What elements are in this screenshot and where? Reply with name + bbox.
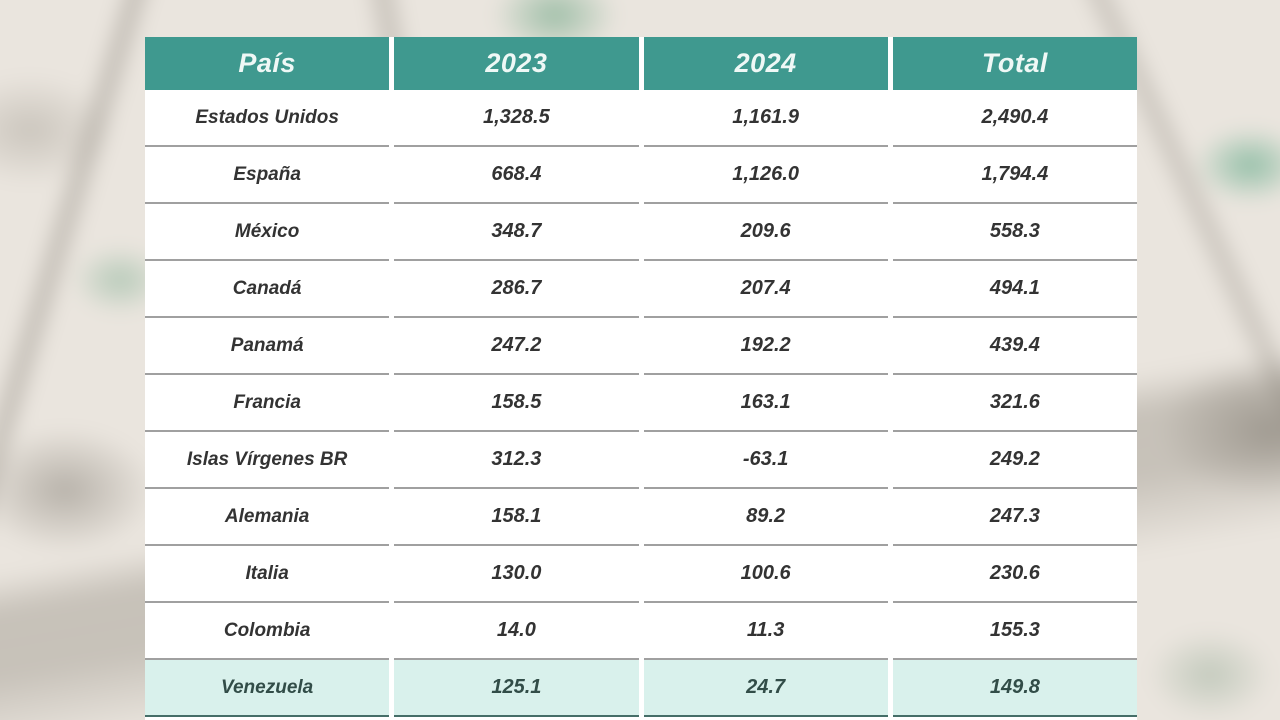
table-row: Italia 130.0 100.6 230.6 bbox=[145, 546, 1137, 603]
table-row: México 348.7 209.6 558.3 bbox=[145, 204, 1137, 261]
table-body: Estados Unidos 1,328.5 1,161.9 2,490.4 E… bbox=[145, 90, 1137, 717]
value-2024-cell: 192.2 bbox=[643, 318, 888, 375]
value-2024-cell: 100.6 bbox=[643, 546, 888, 603]
country-cell: Alemania bbox=[145, 489, 390, 546]
country-cell: Islas Vírgenes BR bbox=[145, 432, 390, 489]
header-2023: 2023 bbox=[394, 37, 639, 90]
country-cell: Canadá bbox=[145, 261, 390, 318]
country-cell: Venezuela bbox=[145, 660, 390, 717]
country-cell: México bbox=[145, 204, 390, 261]
total-cell: 155.3 bbox=[892, 603, 1137, 660]
value-2024-cell: 209.6 bbox=[643, 204, 888, 261]
value-2024-cell: 89.2 bbox=[643, 489, 888, 546]
value-2023-cell: 125.1 bbox=[394, 660, 639, 717]
table-row: España 668.4 1,126.0 1,794.4 bbox=[145, 147, 1137, 204]
value-2023-cell: 130.0 bbox=[394, 546, 639, 603]
value-2023-cell: 312.3 bbox=[394, 432, 639, 489]
total-cell: 247.3 bbox=[892, 489, 1137, 546]
value-2024-cell: 1,126.0 bbox=[643, 147, 888, 204]
country-cell: Estados Unidos bbox=[145, 90, 390, 147]
total-cell: 2,490.4 bbox=[892, 90, 1137, 147]
total-cell: 558.3 bbox=[892, 204, 1137, 261]
value-2024-cell: 24.7 bbox=[643, 660, 888, 717]
value-2023-cell: 286.7 bbox=[394, 261, 639, 318]
header-pais: País bbox=[145, 37, 390, 90]
value-2024-cell: -63.1 bbox=[643, 432, 888, 489]
table-row: Francia 158.5 163.1 321.6 bbox=[145, 375, 1137, 432]
header-total: Total bbox=[892, 37, 1137, 90]
country-cell: Francia bbox=[145, 375, 390, 432]
total-cell: 321.6 bbox=[892, 375, 1137, 432]
table-row: Islas Vírgenes BR 312.3 -63.1 249.2 bbox=[145, 432, 1137, 489]
value-2023-cell: 348.7 bbox=[394, 204, 639, 261]
value-2023-cell: 14.0 bbox=[394, 603, 639, 660]
total-cell: 230.6 bbox=[892, 546, 1137, 603]
value-2024-cell: 207.4 bbox=[643, 261, 888, 318]
table-row: Venezuela 125.1 24.7 149.8 bbox=[145, 660, 1137, 717]
table-row: Canadá 286.7 207.4 494.1 bbox=[145, 261, 1137, 318]
value-2023-cell: 1,328.5 bbox=[394, 90, 639, 147]
total-cell: 439.4 bbox=[892, 318, 1137, 375]
table-card: País 2023 2024 Total Estados Unidos 1,32… bbox=[145, 37, 1137, 720]
country-cell: Colombia bbox=[145, 603, 390, 660]
table-row: Panamá 247.2 192.2 439.4 bbox=[145, 318, 1137, 375]
value-2023-cell: 247.2 bbox=[394, 318, 639, 375]
value-2024-cell: 1,161.9 bbox=[643, 90, 888, 147]
total-cell: 149.8 bbox=[892, 660, 1137, 717]
value-2023-cell: 158.1 bbox=[394, 489, 639, 546]
total-cell: 494.1 bbox=[892, 261, 1137, 318]
table-row: Estados Unidos 1,328.5 1,161.9 2,490.4 bbox=[145, 90, 1137, 147]
value-2024-cell: 11.3 bbox=[643, 603, 888, 660]
total-cell: 1,794.4 bbox=[892, 147, 1137, 204]
country-cell: Panamá bbox=[145, 318, 390, 375]
value-2023-cell: 158.5 bbox=[394, 375, 639, 432]
value-2024-cell: 163.1 bbox=[643, 375, 888, 432]
table-row: Colombia 14.0 11.3 155.3 bbox=[145, 603, 1137, 660]
country-cell: Italia bbox=[145, 546, 390, 603]
remittances-by-country-table: País 2023 2024 Total Estados Unidos 1,32… bbox=[145, 37, 1137, 717]
value-2023-cell: 668.4 bbox=[394, 147, 639, 204]
table-row: Alemania 158.1 89.2 247.3 bbox=[145, 489, 1137, 546]
country-cell: España bbox=[145, 147, 390, 204]
header-2024: 2024 bbox=[643, 37, 888, 90]
header-row: País 2023 2024 Total bbox=[145, 37, 1137, 90]
total-cell: 249.2 bbox=[892, 432, 1137, 489]
